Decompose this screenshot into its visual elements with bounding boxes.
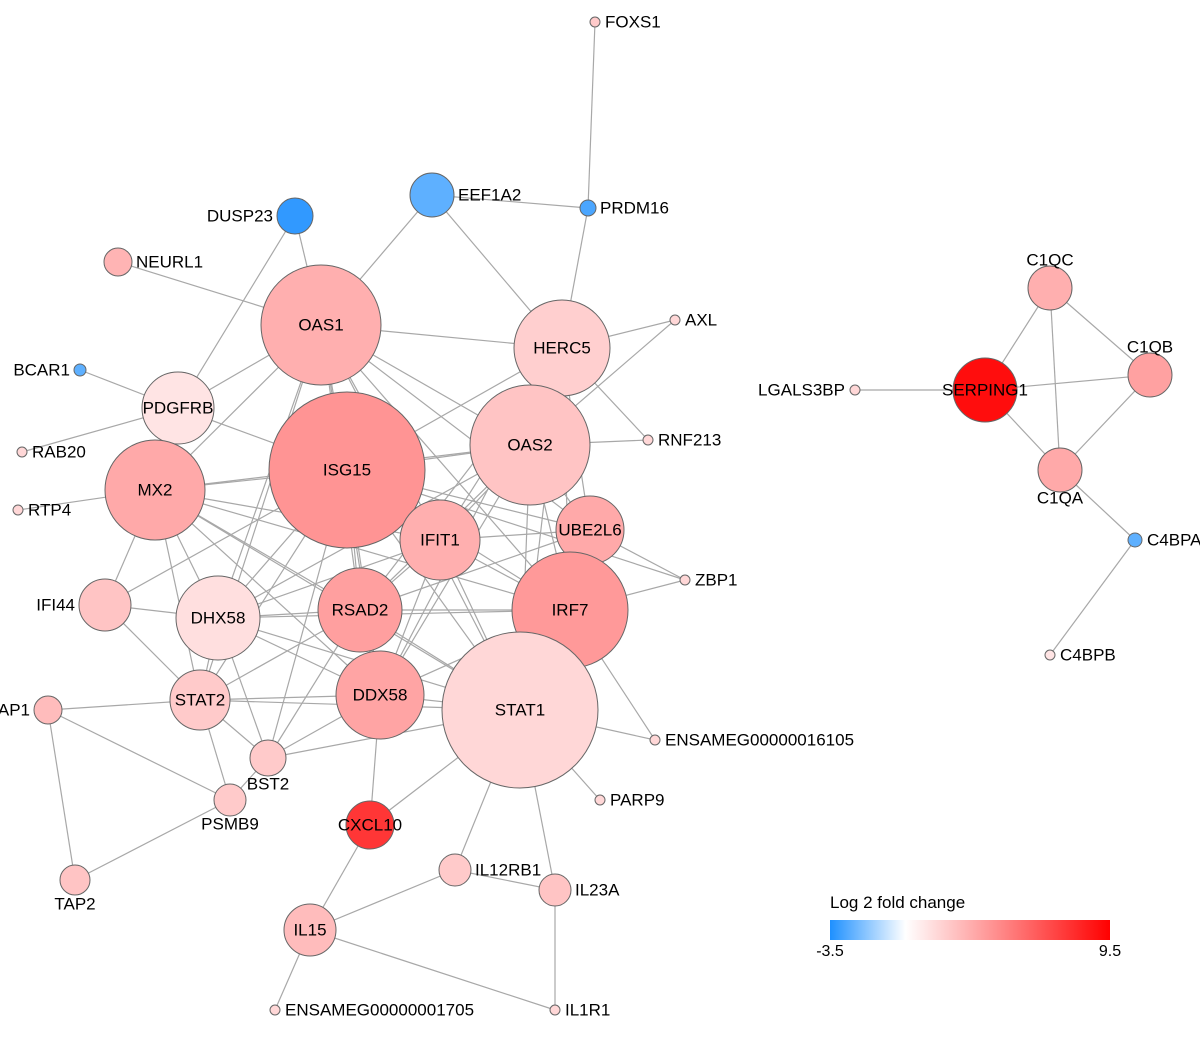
node-zbp1 (680, 575, 690, 585)
node-label: TAP1 (0, 701, 30, 720)
node-cxcl10 (346, 801, 394, 849)
nodes-layer (13, 17, 1172, 1015)
node-rnf213 (643, 435, 653, 445)
node-tap2 (60, 865, 90, 895)
edge (310, 930, 555, 1010)
node-label: DUSP23 (207, 207, 273, 226)
node-dusp23 (277, 198, 313, 234)
node-parp9 (595, 795, 605, 805)
node-neurl1 (104, 248, 132, 276)
node-ifit1 (400, 500, 480, 580)
edge (75, 800, 230, 880)
node-ddx58 (336, 651, 424, 739)
node-il12rb1 (439, 854, 471, 886)
node-label: ENSAMEG00000001705 (285, 1001, 474, 1020)
node-psmb9 (214, 784, 246, 816)
node-axl (670, 315, 680, 325)
node-rtp4 (13, 505, 23, 515)
node-ensameg00000016105 (650, 735, 660, 745)
legend-gradient (830, 920, 1110, 940)
legend-title: Log 2 fold change (830, 893, 965, 912)
node-il15 (284, 904, 336, 956)
node-eef1a2 (410, 173, 454, 217)
node-c4bpb (1045, 650, 1055, 660)
edge (432, 195, 588, 208)
node-bst2 (250, 740, 286, 776)
node-pdgfrb (142, 372, 214, 444)
network-diagram: FOXS1DUSP23EEF1A2PRDM16NEURL1OAS1HERC5AX… (0, 0, 1200, 1056)
node-tap1 (34, 696, 62, 724)
node-label: PSMB9 (201, 815, 259, 834)
node-label: IL12RB1 (475, 861, 541, 880)
edge (1050, 288, 1060, 470)
node-rsad2 (318, 568, 402, 652)
node-oas2 (470, 385, 590, 505)
node-bcar1 (74, 364, 86, 376)
node-label: IL23A (575, 881, 620, 900)
node-label: IL1R1 (565, 1001, 610, 1020)
node-label: BCAR1 (13, 361, 70, 380)
node-c1qa (1038, 448, 1082, 492)
node-dhx58 (176, 576, 260, 660)
node-label: ZBP1 (695, 571, 738, 590)
node-ifi44 (79, 579, 131, 631)
node-label: PARP9 (610, 791, 665, 810)
node-label: BST2 (247, 775, 290, 794)
edge (588, 22, 595, 208)
node-c1qc (1028, 266, 1072, 310)
node-label: ENSAMEG00000016105 (665, 731, 854, 750)
node-label: IFI44 (36, 596, 75, 615)
edge (48, 710, 75, 880)
node-label: RAB20 (32, 443, 86, 462)
node-prdm16 (580, 200, 596, 216)
legend-tick-min: -3.5 (816, 943, 844, 960)
node-ensameg00000001705 (270, 1005, 280, 1015)
node-il23a (539, 874, 571, 906)
node-label: RNF213 (658, 431, 721, 450)
node-herc5 (514, 300, 610, 396)
node-mx2 (105, 440, 205, 540)
node-oas1 (261, 265, 381, 385)
node-stat1 (442, 632, 598, 788)
node-c1qb (1128, 353, 1172, 397)
node-label: AXL (685, 311, 717, 330)
node-c4bpa (1128, 533, 1142, 547)
legend: Log 2 fold change -3.5 9.5 (816, 893, 1121, 960)
node-il1r1 (550, 1005, 560, 1015)
node-foxs1 (590, 17, 600, 27)
node-lgals3bp (850, 385, 860, 395)
node-label: LGALS3BP (758, 381, 845, 400)
node-label: PRDM16 (600, 199, 669, 218)
node-label: FOXS1 (605, 13, 661, 32)
node-label: C4BPA (1147, 531, 1200, 550)
edge (1050, 540, 1135, 655)
node-stat2 (170, 670, 230, 730)
node-label: NEURL1 (136, 253, 203, 272)
node-serping1 (953, 358, 1017, 422)
node-rab20 (17, 447, 27, 457)
node-label: TAP2 (54, 895, 95, 914)
node-label: C4BPB (1060, 646, 1116, 665)
legend-tick-max: 9.5 (1099, 943, 1121, 960)
node-isg15 (269, 392, 425, 548)
